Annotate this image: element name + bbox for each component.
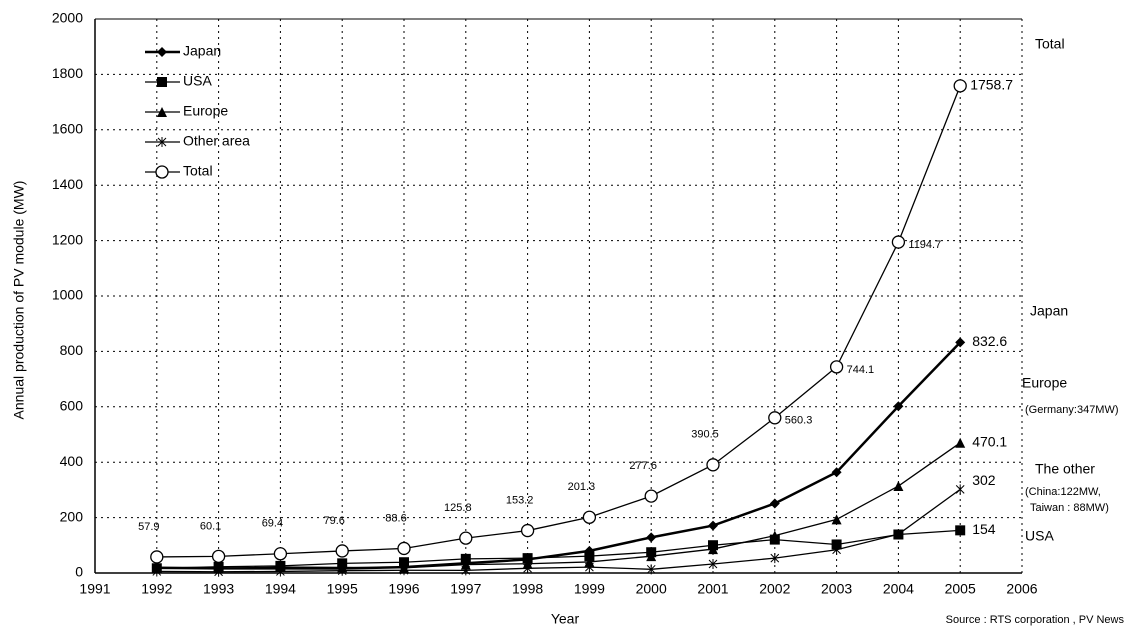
marker [708, 521, 718, 531]
annotation: The other [1035, 461, 1095, 477]
marker [213, 550, 225, 562]
y-tick-label: 800 [60, 342, 84, 358]
data-label: 560.3 [785, 415, 813, 427]
x-tick-label: 1997 [450, 581, 481, 597]
data-label: 153.2 [506, 494, 534, 506]
marker [955, 438, 965, 448]
y-tick-label: 0 [75, 564, 83, 580]
annotation: Japan [1030, 303, 1068, 319]
data-label: 1758.7 [970, 77, 1013, 93]
marker [770, 498, 780, 508]
data-label: 57.9 [138, 521, 159, 533]
data-label: 69.4 [262, 518, 283, 530]
marker [832, 514, 842, 524]
x-tick-label: 2001 [697, 581, 728, 597]
x-tick-label: 2006 [1006, 581, 1037, 597]
data-label: 832.6 [972, 333, 1007, 349]
data-label: 390.5 [691, 429, 719, 441]
marker [956, 484, 964, 494]
x-tick-label: 1992 [141, 581, 172, 597]
legend-label: Europe [183, 103, 228, 119]
data-label: 79.6 [323, 515, 344, 527]
data-label: 88.6 [385, 512, 406, 524]
marker [274, 548, 286, 560]
x-tick-label: 1999 [574, 581, 605, 597]
data-label: 470.1 [972, 433, 1007, 449]
y-tick-label: 1400 [52, 176, 83, 192]
y-tick-label: 1200 [52, 231, 83, 247]
marker [646, 532, 656, 542]
y-tick-label: 2000 [52, 10, 83, 26]
data-label: 277.6 [629, 460, 657, 472]
data-label: 154 [972, 521, 996, 537]
marker [769, 412, 781, 424]
marker [831, 361, 843, 373]
y-tick-label: 1800 [52, 65, 83, 81]
marker [460, 532, 472, 544]
data-label: 302 [972, 472, 996, 488]
y-tick-label: 1000 [52, 287, 83, 303]
marker [954, 80, 966, 92]
legend-label: USA [183, 73, 212, 89]
annotation: (China:122MW, [1025, 486, 1101, 498]
marker [707, 459, 719, 471]
annotation: Total [1035, 36, 1065, 52]
x-tick-label: 1993 [203, 581, 234, 597]
x-tick-label: 1998 [512, 581, 543, 597]
data-label: 125.8 [444, 502, 472, 514]
series-line [157, 342, 960, 568]
annotation: USA [1025, 528, 1054, 544]
data-label: 201.3 [568, 481, 596, 493]
x-tick-label: 2004 [883, 581, 914, 597]
x-tick-label: 2000 [636, 581, 667, 597]
annotation: (Germany:347MW) [1025, 404, 1119, 416]
annotation: Taiwan : 88MW) [1030, 502, 1109, 514]
series-line [157, 86, 960, 557]
x-tick-label: 1994 [265, 581, 296, 597]
marker [157, 77, 167, 87]
marker [336, 545, 348, 557]
x-tick-label: 2002 [759, 581, 790, 597]
y-tick-label: 1600 [52, 121, 83, 137]
marker [583, 511, 595, 523]
x-tick-label: 2005 [945, 581, 976, 597]
x-axis-label: Year [551, 611, 580, 627]
y-tick-label: 200 [60, 508, 84, 524]
data-label: 744.1 [847, 364, 875, 376]
marker [892, 236, 904, 248]
x-tick-label: 1996 [388, 581, 419, 597]
data-label: 1194.7 [908, 239, 941, 251]
marker [151, 551, 163, 563]
data-label: 60.1 [200, 520, 221, 532]
annotation: Europe [1022, 375, 1067, 391]
y-tick-label: 600 [60, 398, 84, 414]
marker [156, 166, 168, 178]
legend-label: Total [183, 163, 213, 179]
y-axis-label: Annual production of PV module (MW) [11, 181, 27, 420]
x-tick-label: 1995 [327, 581, 358, 597]
marker [398, 542, 410, 554]
y-tick-label: 400 [60, 453, 84, 469]
marker [955, 525, 965, 535]
x-tick-label: 2003 [821, 581, 852, 597]
marker [522, 525, 534, 537]
x-tick-label: 1991 [79, 581, 110, 597]
chart: Year Annual production of PV module (MW)… [0, 0, 1129, 630]
legend-label: Japan [183, 43, 221, 59]
marker [893, 481, 903, 491]
marker [645, 490, 657, 502]
source-note: Source : RTS corporation , PV News [946, 614, 1125, 626]
marker [157, 47, 167, 57]
legend-label: Other area [183, 133, 250, 149]
